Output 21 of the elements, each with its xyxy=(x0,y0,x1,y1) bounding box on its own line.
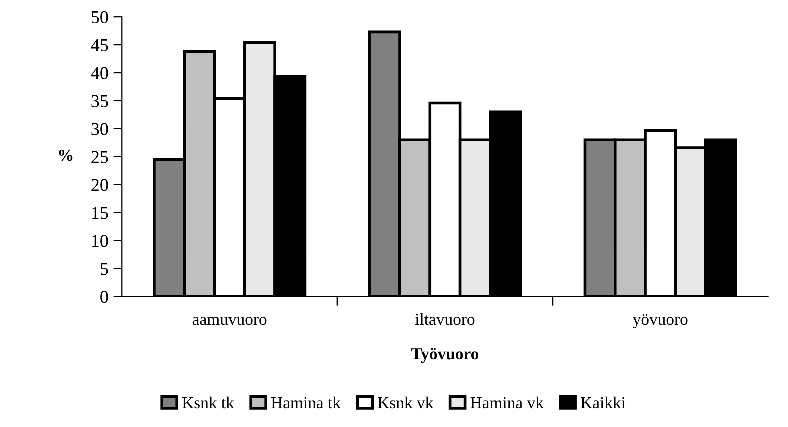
y-tick-label: 10 xyxy=(92,235,108,248)
legend-label: Kaikki xyxy=(581,396,626,409)
y-axis-title: % xyxy=(59,150,73,162)
x-axis-title: Työvuoro xyxy=(412,348,479,364)
legend-label: Ksnk vk xyxy=(378,396,434,409)
y-tick-label: 5 xyxy=(100,263,108,276)
y-tick-label: 35 xyxy=(92,95,108,108)
y-tick-label: 25 xyxy=(92,151,108,164)
y-tick-label: 15 xyxy=(92,207,108,220)
x-tick-label: iltavuoro xyxy=(415,313,475,326)
legend-label: Hamina tk xyxy=(272,396,341,409)
x-tick-label: yövuoro xyxy=(633,314,688,329)
y-tick-label: 30 xyxy=(92,123,108,136)
legend-label: Hamina vk xyxy=(470,396,544,409)
y-tick-label: 40 xyxy=(91,67,108,80)
y-tick-label: 0 xyxy=(100,291,108,304)
legend-label: Ksnk tk xyxy=(182,396,234,409)
y-tick-label: 50 xyxy=(92,11,108,24)
y-tick-label: 20 xyxy=(92,179,108,192)
y-tick-label: 45 xyxy=(91,39,108,52)
x-tick-label: aamuvuoro xyxy=(192,317,267,326)
